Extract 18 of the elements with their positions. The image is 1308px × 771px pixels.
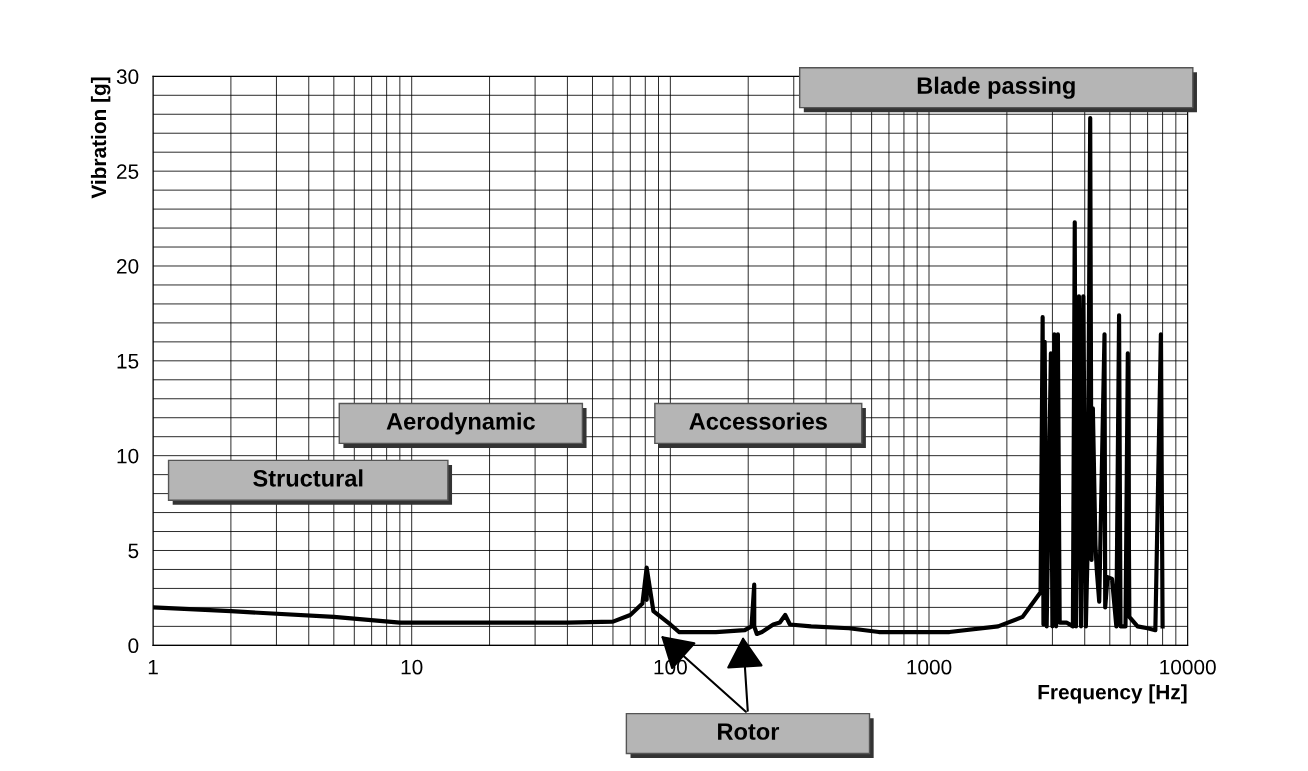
x-tick-label: 1: [148, 659, 158, 675]
y-tick-label: 10: [117, 448, 139, 464]
annotation: Accessories: [689, 412, 827, 430]
y-axis-title: Vibration [g]: [90, 77, 111, 199]
y-tick-label: 0: [128, 638, 139, 654]
y-tick-label: 15: [117, 354, 139, 369]
annotation: Structural: [253, 469, 363, 487]
y-tick-label: 30: [116, 69, 139, 85]
annotation: Aerodynamic: [386, 412, 535, 435]
x-tick-label: 10000: [1160, 659, 1216, 675]
x-axis-title: Frequency [Hz]: [1038, 684, 1187, 704]
annotation: Blade passing: [917, 76, 1075, 99]
x-tick-label: 10: [401, 659, 423, 675]
y-tick-label: 25: [117, 164, 139, 179]
y-tick-label: 20: [117, 259, 139, 274]
x-tick-label: 1000: [907, 659, 952, 675]
text: Rotor: [718, 723, 780, 740]
y-tick-label: 5: [128, 543, 139, 559]
